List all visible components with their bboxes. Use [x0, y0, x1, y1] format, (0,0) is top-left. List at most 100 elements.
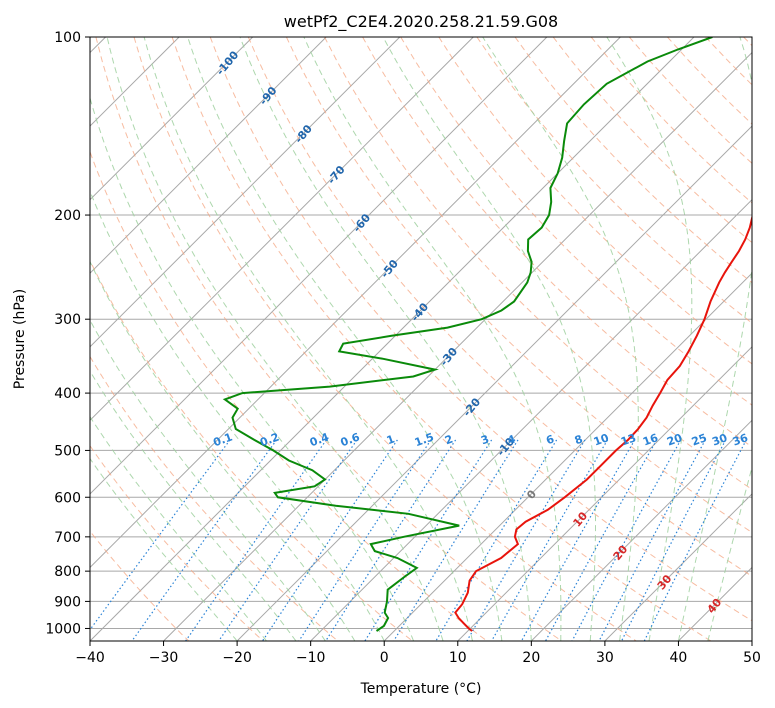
moist-adiabat-line [90, 189, 385, 641]
mixing-ratio-label: 25 [690, 431, 709, 448]
mixing-ratio-line [545, 439, 658, 641]
mixing-ratio-line [131, 439, 278, 641]
moist-adiabat-line [187, 37, 503, 641]
isotherm-positive-label: 40 [705, 596, 725, 616]
moist-adiabat-line [90, 415, 267, 641]
dry-adiabat-line [171, 37, 712, 641]
mixing-ratio-line [218, 439, 358, 641]
mixing-ratio-label: 0.1 [212, 430, 235, 449]
mixing-ratio-label: 30 [710, 431, 729, 449]
dry-adiabat-line [247, 37, 752, 577]
dry-adiabat-line [133, 37, 637, 641]
mixing-ratio-label: 8 [573, 432, 585, 447]
y-tick-label: 900 [54, 594, 81, 610]
moist-adiabat-line [143, 37, 473, 641]
mixing-ratio-line [466, 439, 586, 641]
x-axis-label: Temperature (°C) [360, 681, 482, 697]
isotherm-line [90, 37, 621, 569]
dry-adiabat-line [324, 37, 752, 490]
mixing-ratio-line [185, 439, 327, 641]
moist-adiabat-line [239, 37, 532, 641]
dry-adiabat-line [400, 37, 752, 406]
mixing-ratio-label: 4 [506, 432, 518, 447]
moist-adiabat-line [90, 260, 356, 641]
x-tick-label: −20 [222, 650, 252, 666]
x-axis-ticks: −40 −30 −20 −10 0 10 20 30 40 50 [75, 641, 761, 666]
mixing-ratio-line [598, 439, 706, 641]
isotherm-positive-label: 20 [611, 543, 631, 563]
mixing-ratio-label: 36 [731, 431, 750, 449]
isotherm-line [457, 346, 752, 641]
x-tick-label: 20 [522, 650, 540, 666]
isotherm-line [604, 493, 752, 641]
y-tick-label: 400 [54, 386, 81, 402]
mixing-ratio-label: 0.2 [258, 430, 281, 449]
moist-adiabat-line [106, 37, 444, 641]
isotherm-line [163, 51, 752, 641]
moist-adiabat-line [90, 319, 326, 641]
mixing-ratio-label: 16 [641, 431, 660, 449]
mixing-ratio-label: 13 [619, 431, 638, 448]
isotherm-line [90, 37, 548, 495]
moist-adiabat-line [707, 465, 752, 641]
y-tick-label: 800 [54, 564, 81, 580]
y-axis-label: Pressure (hPa) [12, 289, 28, 389]
mixing-ratio-line [621, 439, 727, 641]
dry-adiabat-line [90, 444, 264, 641]
y-tick-label: 200 [54, 208, 81, 224]
x-tick-label: −10 [296, 650, 326, 666]
mixing-ratio-label: 0.4 [308, 430, 331, 449]
dry-adiabat-line [705, 37, 752, 86]
moist-adiabat-line [90, 457, 238, 641]
y-axis-ticks: 100 200 300 400 500 600 700 800 900 1000 [45, 30, 90, 637]
plot-frame [89, 36, 753, 642]
mixing-ratio-line [364, 439, 493, 641]
isotherm-label: -40 [408, 300, 431, 324]
dry-adiabat-line [285, 37, 752, 534]
mixing-ratio-label: 3 [479, 432, 491, 447]
dry-adiabat-line [90, 150, 488, 641]
x-tick-label: 10 [449, 650, 467, 666]
mixing-ratio-label: 0.6 [339, 430, 362, 449]
dry-adiabat-line [95, 37, 562, 641]
mixing-ratio-label: 10 [592, 431, 611, 449]
x-tick-label: 30 [596, 650, 614, 666]
moist-adiabat-line [90, 370, 297, 641]
mixing-ratio-line [261, 439, 398, 641]
x-tick-label: −40 [75, 650, 105, 666]
dry-adiabat-line [476, 37, 752, 324]
mixing-ratio-line [393, 439, 519, 641]
mixing-ratio-line [643, 439, 747, 641]
y-tick-label: 100 [54, 30, 81, 46]
mixing-ratio-label: 6 [544, 432, 556, 447]
isotherm-line [383, 272, 752, 641]
mixing-ratio-label: 1 [385, 432, 397, 447]
temperature-profile-line [454, 214, 752, 632]
moist-adiabat-line [677, 37, 752, 641]
moist-adiabat-line [90, 96, 415, 641]
y-tick-label: 1000 [45, 621, 81, 637]
mixing-ratio-line [520, 439, 636, 641]
line-annotations: -100-90-80-70-60-50-40-30-20-10010203040… [212, 48, 751, 616]
x-tick-label: 0 [380, 650, 389, 666]
moist-adiabat-line [382, 37, 596, 641]
isotherm-line [751, 640, 752, 641]
moist-adiabat-line [303, 37, 562, 641]
background-lines [90, 37, 752, 641]
dewpoint-profile-line [222, 37, 713, 632]
dry-adiabat-line [90, 355, 339, 641]
mixing-ratio-label: 1.5 [413, 430, 436, 449]
moist-adiabat-line [606, 37, 693, 641]
profile-lines [222, 37, 752, 632]
isotherm-line [90, 37, 401, 348]
chart-title: wetPf2_C2E4.2020.258.21.59.G08 [284, 12, 558, 32]
dry-adiabat-line [90, 530, 190, 641]
isotherm-label: -70 [325, 163, 348, 187]
x-tick-label: 50 [743, 650, 761, 666]
isotherm-line [530, 419, 752, 641]
isotherm-label: -50 [378, 257, 401, 281]
isotherm-zero-label: 0 [524, 487, 539, 501]
mixing-ratio-line [90, 439, 231, 631]
mixing-ratio-label: 2 [443, 432, 455, 447]
